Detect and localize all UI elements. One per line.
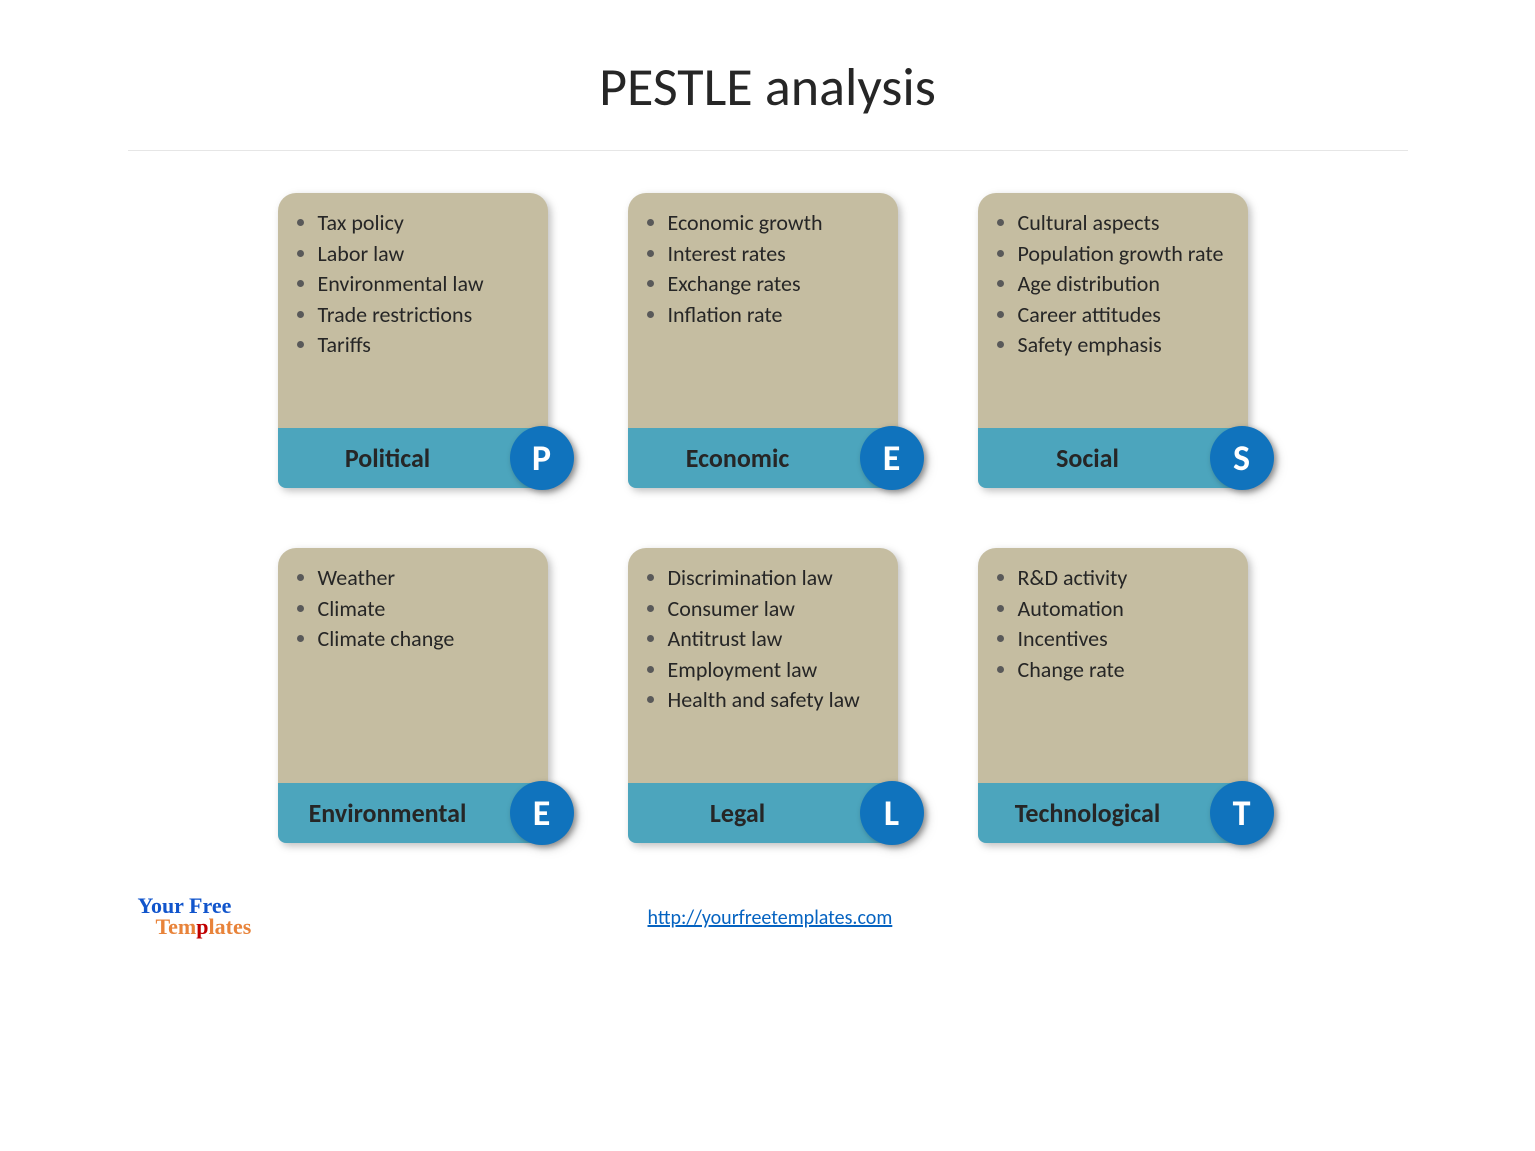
card-letter-badge: S — [1210, 426, 1274, 490]
card-item: Cultural aspects — [1018, 209, 1236, 238]
card-footer: Economic — [628, 428, 898, 488]
page-title: PESTLE analysis — [128, 0, 1408, 150]
card-item-list: Tax policyLabor lawEnvironmental lawTrad… — [312, 209, 536, 360]
card-body: Economic growthInterest ratesExchange ra… — [628, 193, 898, 428]
card-body: R&D activityAutomationIncentivesChange r… — [978, 548, 1248, 783]
card-item: Labor law — [318, 240, 536, 269]
card-footer: Environmental — [278, 783, 548, 843]
slide: PESTLE analysis Tax policyLabor lawEnvir… — [128, 0, 1408, 960]
card-item: Antitrust law — [668, 625, 886, 654]
card-label: Social — [1056, 442, 1119, 474]
card-letter-badge: L — [860, 781, 924, 845]
logo-line2: Templates — [156, 917, 252, 938]
card-body: WeatherClimateClimate change — [278, 548, 548, 783]
pestle-card-environmental: WeatherClimateClimate change Environmenta… — [278, 548, 548, 843]
card-letter-badge: E — [860, 426, 924, 490]
card-item-list: Discrimination lawConsumer lawAntitrust … — [662, 564, 886, 715]
card-item: Career attitudes — [1018, 301, 1236, 330]
card-item: Automation — [1018, 595, 1236, 624]
card-item-list: Economic growthInterest ratesExchange ra… — [662, 209, 886, 329]
pestle-grid: Tax policyLabor lawEnvironmental lawTrad… — [278, 193, 1258, 843]
card-item: Climate change — [318, 625, 536, 654]
card-item: Discrimination law — [668, 564, 886, 593]
card-item: Employment law — [668, 656, 886, 685]
card-body: Cultural aspectsPopulation growth rateAg… — [978, 193, 1248, 428]
card-item: Incentives — [1018, 625, 1236, 654]
card-item-list: WeatherClimateClimate change — [312, 564, 536, 654]
card-item: Inflation rate — [668, 301, 886, 330]
card-letter-badge: P — [510, 426, 574, 490]
card-label: Technological — [1015, 797, 1161, 829]
card-label: Environmental — [309, 797, 467, 829]
card-item: Interest rates — [668, 240, 886, 269]
card-item: Tariffs — [318, 331, 536, 360]
card-item-list: R&D activityAutomationIncentivesChange r… — [1012, 564, 1236, 684]
card-item: R&D activity — [1018, 564, 1236, 593]
card-item: Population growth rate — [1018, 240, 1236, 269]
card-body: Discrimination lawConsumer lawAntitrust … — [628, 548, 898, 783]
card-item: Trade restrictions — [318, 301, 536, 330]
pestle-card-social: Cultural aspectsPopulation growth rateAg… — [978, 193, 1248, 488]
pestle-card-economic: Economic growthInterest ratesExchange ra… — [628, 193, 898, 488]
card-footer: Social — [978, 428, 1248, 488]
card-label: Political — [345, 442, 430, 474]
card-footer: Technological — [978, 783, 1248, 843]
card-item-list: Cultural aspectsPopulation growth rateAg… — [1012, 209, 1236, 360]
card-item: Environmental law — [318, 270, 536, 299]
pestle-card-political: Tax policyLabor lawEnvironmental lawTrad… — [278, 193, 548, 488]
divider — [128, 150, 1408, 151]
footer: Your Free Templates http://yourfreetempl… — [128, 878, 1408, 938]
card-label: Economic — [686, 442, 789, 474]
card-item: Safety emphasis — [1018, 331, 1236, 360]
card-item: Tax policy — [318, 209, 536, 238]
card-item: Weather — [318, 564, 536, 593]
card-item: Health and safety law — [668, 686, 886, 715]
card-footer: Political — [278, 428, 548, 488]
pestle-card-legal: Discrimination lawConsumer lawAntitrust … — [628, 548, 898, 843]
source-link[interactable]: http://yourfreetemplates.com — [648, 906, 893, 930]
card-label: Legal — [710, 797, 765, 829]
card-footer: Legal — [628, 783, 898, 843]
card-item: Change rate — [1018, 656, 1236, 685]
card-item: Climate — [318, 595, 536, 624]
card-letter-badge: E — [510, 781, 574, 845]
pestle-card-technological: R&D activityAutomationIncentivesChange r… — [978, 548, 1248, 843]
logo: Your Free Templates — [138, 896, 252, 938]
card-item: Exchange rates — [668, 270, 886, 299]
card-body: Tax policyLabor lawEnvironmental lawTrad… — [278, 193, 548, 428]
card-letter-badge: T — [1210, 781, 1274, 845]
card-item: Economic growth — [668, 209, 886, 238]
card-item: Age distribution — [1018, 270, 1236, 299]
card-item: Consumer law — [668, 595, 886, 624]
